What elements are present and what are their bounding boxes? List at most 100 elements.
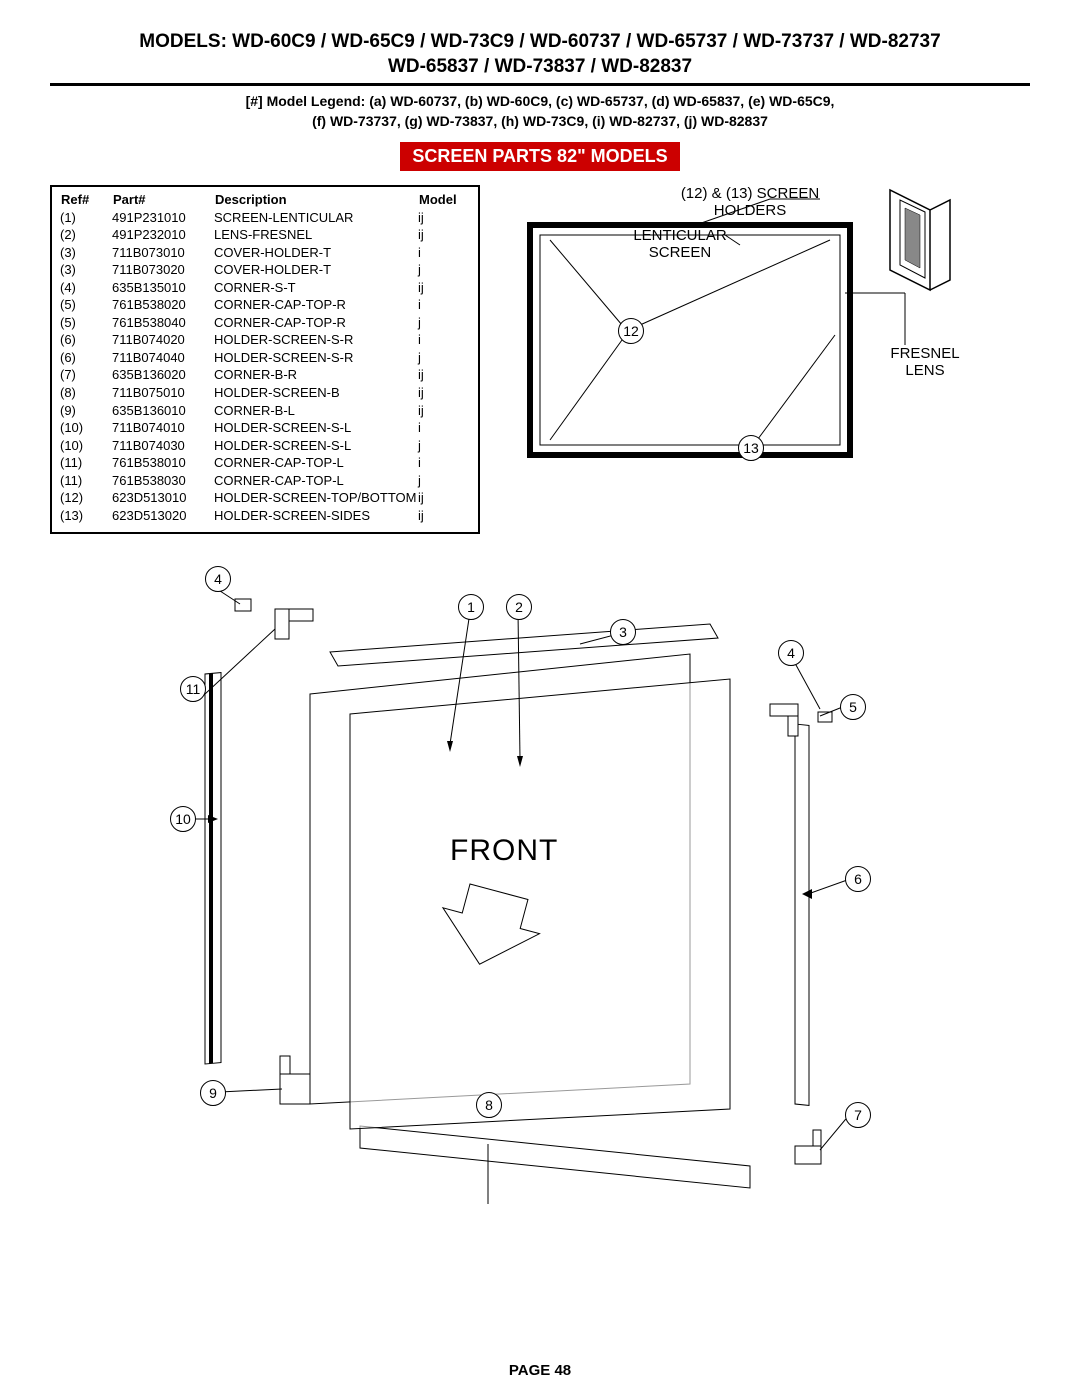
callout-13: 13: [738, 435, 764, 461]
table-cell: (9): [60, 402, 112, 420]
models-header: MODELS: WD-60C9 / WD-65C9 / WD-73C9 / WD…: [50, 30, 1030, 86]
table-cell: HOLDER-SCREEN-S-R: [214, 349, 418, 367]
table-row: (10)711B074030HOLDER-SCREEN-S-Lj: [60, 437, 470, 455]
table-cell: (13): [60, 507, 112, 525]
table-cell: 711B073010: [112, 244, 214, 262]
page-number: PAGE 48: [0, 1362, 1080, 1379]
table-cell: (2): [60, 226, 112, 244]
table-cell: 491P231010: [112, 209, 214, 227]
table-cell: (1): [60, 209, 112, 227]
assembled-schematic: 12 13 (12) & (13) SCREENHOLDERS LENTICUL…: [510, 185, 1030, 515]
table-row: (2)491P232010LENS-FRESNELij: [60, 226, 470, 244]
table-cell: 711B074020: [112, 331, 214, 349]
table-cell: HOLDER-SCREEN-S-R: [214, 331, 418, 349]
table-cell: LENS-FRESNEL: [214, 226, 418, 244]
table-row: (11)761B538030CORNER-CAP-TOP-Lj: [60, 472, 470, 490]
table-cell: 623D513010: [112, 489, 214, 507]
section-title: SCREEN PARTS 82" MODELS: [400, 142, 680, 171]
table-row: (7)635B136020CORNER-B-Rij: [60, 366, 470, 384]
table-cell: 711B074040: [112, 349, 214, 367]
table-cell: (3): [60, 244, 112, 262]
table-cell: ij: [418, 384, 470, 402]
table-cell: j: [418, 472, 470, 490]
label-lenticular: LENTICULARSCREEN: [620, 227, 740, 262]
table-cell: HOLDER-SCREEN-B: [214, 384, 418, 402]
col-ref: Ref#: [60, 191, 112, 209]
table-cell: SCREEN-LENTICULAR: [214, 209, 418, 227]
table-cell: HOLDER-SCREEN-TOP/BOTTOM: [214, 489, 418, 507]
table-cell: 635B136020: [112, 366, 214, 384]
table-row: (13)623D513020HOLDER-SCREEN-SIDESij: [60, 507, 470, 525]
table-cell: (7): [60, 366, 112, 384]
table-cell: i: [418, 331, 470, 349]
table-cell: (10): [60, 419, 112, 437]
col-desc: Description: [214, 191, 418, 209]
table-row: (3)711B073010COVER-HOLDER-Ti: [60, 244, 470, 262]
table-cell: j: [418, 349, 470, 367]
table-cell: 711B074010: [112, 419, 214, 437]
table-cell: ij: [418, 402, 470, 420]
table-cell: i: [418, 244, 470, 262]
table-cell: 761B538040: [112, 314, 214, 332]
table-cell: (5): [60, 314, 112, 332]
table-cell: i: [418, 419, 470, 437]
table-row: (8)711B075010HOLDER-SCREEN-Bij: [60, 384, 470, 402]
table-cell: CORNER-S-T: [214, 279, 418, 297]
label-fresnel: FRESNELLENS: [880, 345, 970, 380]
table-cell: ij: [418, 226, 470, 244]
table-cell: CORNER-CAP-TOP-L: [214, 472, 418, 490]
table-row: (10)711B074010HOLDER-SCREEN-S-Li: [60, 419, 470, 437]
exploded-svg: [50, 544, 1030, 1264]
table-cell: 761B538020: [112, 296, 214, 314]
table-row: (9)635B136010CORNER-B-Lij: [60, 402, 470, 420]
exploded-view: FRONT 4 1 2 3 4 5 6 7 8 9 10 11: [50, 544, 1030, 1264]
table-cell: 761B538010: [112, 454, 214, 472]
table-row: (5)761B538020CORNER-CAP-TOP-Ri: [60, 296, 470, 314]
table-cell: j: [418, 437, 470, 455]
table-cell: CORNER-CAP-TOP-R: [214, 296, 418, 314]
table-cell: (6): [60, 349, 112, 367]
table-row: (5)761B538040CORNER-CAP-TOP-Rj: [60, 314, 470, 332]
table-row: (12)623D513010HOLDER-SCREEN-TOP/BOTTOMij: [60, 489, 470, 507]
table-cell: (6): [60, 331, 112, 349]
table-cell: ij: [418, 209, 470, 227]
legend-line1: [#] Model Legend: (a) WD-60737, (b) WD-6…: [246, 93, 835, 109]
table-cell: 711B073020: [112, 261, 214, 279]
table-cell: j: [418, 314, 470, 332]
front-label: FRONT: [450, 834, 558, 868]
table-cell: 711B074030: [112, 437, 214, 455]
table-cell: ij: [418, 279, 470, 297]
table-cell: 711B075010: [112, 384, 214, 402]
col-part: Part#: [112, 191, 214, 209]
callout-12: 12: [618, 318, 644, 344]
table-cell: i: [418, 296, 470, 314]
table-cell: HOLDER-SCREEN-S-L: [214, 419, 418, 437]
legend-line2: (f) WD-73737, (g) WD-73837, (h) WD-73C9,…: [312, 113, 768, 129]
table-cell: 635B136010: [112, 402, 214, 420]
header-line2: WD-65837 / WD-73837 / WD-82837: [388, 56, 692, 77]
table-cell: COVER-HOLDER-T: [214, 261, 418, 279]
table-cell: HOLDER-SCREEN-SIDES: [214, 507, 418, 525]
table-cell: CORNER-CAP-TOP-L: [214, 454, 418, 472]
table-cell: (10): [60, 437, 112, 455]
table-cell: (8): [60, 384, 112, 402]
table-cell: 635B135010: [112, 279, 214, 297]
table-cell: (3): [60, 261, 112, 279]
table-cell: ij: [418, 489, 470, 507]
table-cell: ij: [418, 366, 470, 384]
table-row: (6)711B074040HOLDER-SCREEN-S-Rj: [60, 349, 470, 367]
table-row: (3)711B073020COVER-HOLDER-Tj: [60, 261, 470, 279]
col-model: Model: [418, 191, 470, 209]
model-legend: [#] Model Legend: (a) WD-60737, (b) WD-6…: [50, 92, 1030, 131]
table-cell: (4): [60, 279, 112, 297]
table-row: (1)491P231010SCREEN-LENTICULARij: [60, 209, 470, 227]
table-cell: 623D513020: [112, 507, 214, 525]
table-row: (6)711B074020HOLDER-SCREEN-S-Ri: [60, 331, 470, 349]
table-cell: CORNER-B-R: [214, 366, 418, 384]
table-cell: ij: [418, 507, 470, 525]
table-cell: (11): [60, 472, 112, 490]
mid-row: Ref# Part# Description Model (1)491P2310…: [50, 185, 1030, 535]
table-cell: (11): [60, 454, 112, 472]
text-screen-holders: (12) & (13) SCREENHOLDERS: [681, 185, 819, 219]
table-cell: HOLDER-SCREEN-S-L: [214, 437, 418, 455]
